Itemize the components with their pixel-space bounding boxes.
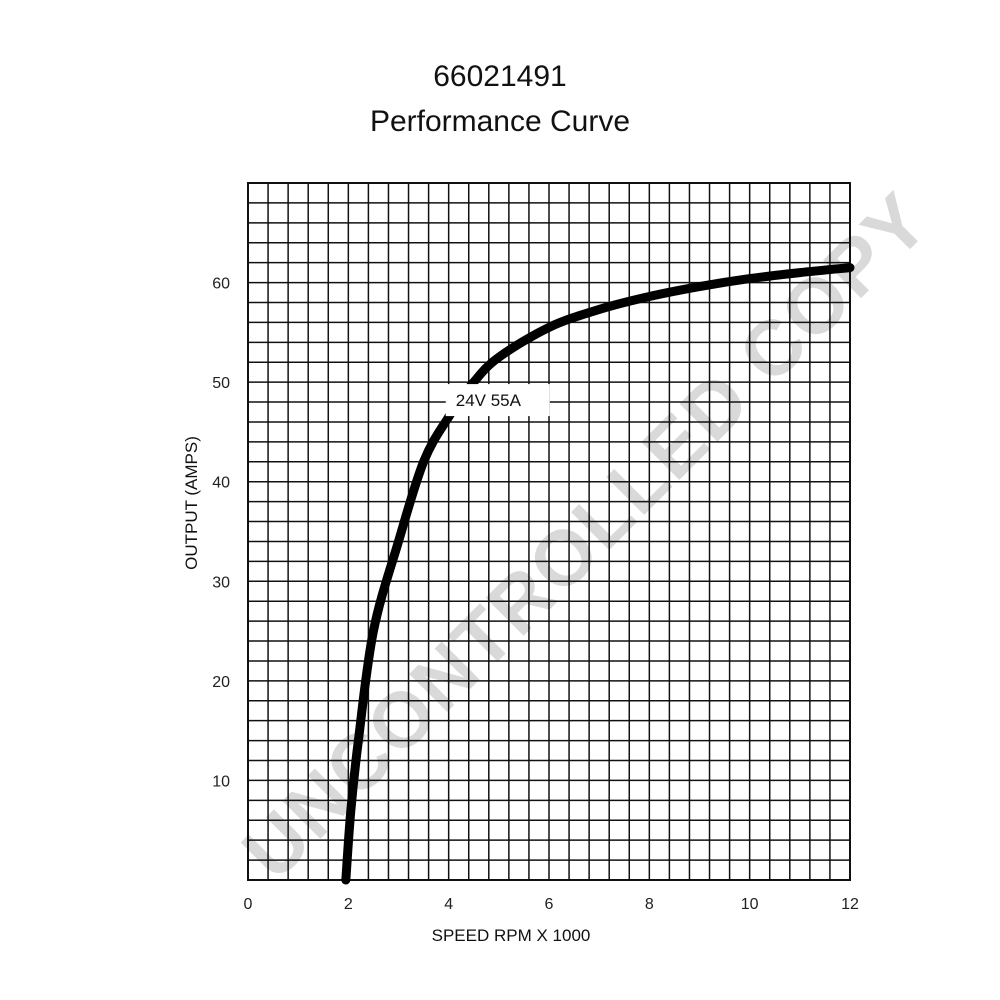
chart-title: 66021491 xyxy=(433,60,566,93)
title-group: 66021491 Performance Curve xyxy=(370,60,630,138)
series-point xyxy=(747,275,753,282)
x-tick-label: 8 xyxy=(645,896,654,913)
chart-subtitle: Performance Curve xyxy=(370,105,630,138)
series-points xyxy=(343,265,853,883)
x-axis-label: SPEED RPM X 1000 xyxy=(432,926,591,945)
x-tick-label: 4 xyxy=(444,896,453,913)
x-tick-label: 6 xyxy=(545,896,554,913)
series-label-group: 24V 55A xyxy=(445,384,550,417)
series-point xyxy=(797,270,803,276)
y-axis-ticks: 10 20 30 40 50 60 xyxy=(212,276,230,791)
x-axis-ticks: 0 2 4 6 8 10 12 xyxy=(244,896,859,913)
series-label-box xyxy=(445,384,550,417)
y-tick-label: 20 xyxy=(212,674,230,691)
series-point xyxy=(420,459,427,465)
plot-border xyxy=(247,182,851,881)
series-point xyxy=(546,324,552,330)
series-point xyxy=(847,265,853,271)
series-label-24v-55a: 24V 55A xyxy=(456,391,522,410)
x-tick-label: 10 xyxy=(741,896,759,913)
series-point xyxy=(646,293,652,300)
series-point xyxy=(496,354,502,360)
series-point xyxy=(355,738,361,744)
series-point xyxy=(696,283,703,290)
series-point xyxy=(596,306,602,313)
x-tick-label: 2 xyxy=(344,896,353,913)
series-point xyxy=(343,877,349,883)
x-tick-label: 0 xyxy=(244,896,253,913)
series-point xyxy=(395,538,402,545)
y-tick-label: 60 xyxy=(212,276,230,293)
x-tick-label: 12 xyxy=(841,896,859,913)
series-point xyxy=(348,807,354,813)
y-tick-label: 40 xyxy=(212,475,230,492)
y-tick-label: 50 xyxy=(212,375,230,392)
series-point xyxy=(471,379,477,385)
series-point xyxy=(370,628,377,634)
plot-grid xyxy=(247,182,851,881)
y-tick-label: 10 xyxy=(212,773,230,790)
y-tick-label: 30 xyxy=(212,574,230,591)
y-axis-label: OUTPUT (AMPS) xyxy=(182,436,201,570)
